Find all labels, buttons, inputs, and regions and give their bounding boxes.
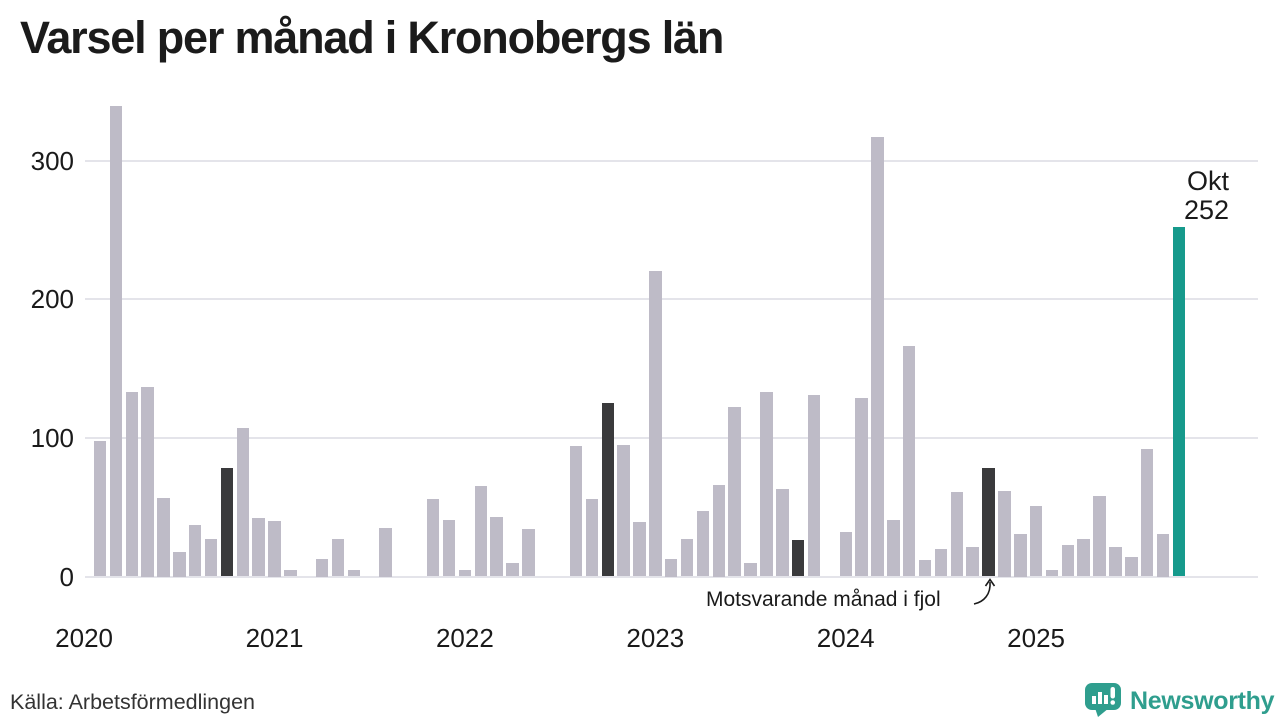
bar-2020-03 — [109, 106, 123, 577]
newsworthy-logo: Newsworthy — [1084, 682, 1275, 718]
bar-2025-08 — [1140, 448, 1154, 577]
bar-2024-09 — [966, 547, 979, 577]
bar-2024-12 — [1014, 533, 1027, 577]
bar-2020-07 — [173, 551, 186, 577]
bar-2020-06 — [157, 497, 170, 577]
gridline-200 — [85, 298, 1258, 301]
bar-2024-10 — [982, 468, 995, 577]
bar-2021-12 — [442, 519, 456, 577]
bar-2025-07 — [1125, 557, 1138, 577]
bar-2021-02 — [284, 569, 297, 577]
y-axis-label-300: 300 — [30, 145, 74, 176]
y-axis-label-100: 100 — [30, 422, 74, 453]
bar-2023-11 — [807, 394, 821, 577]
bar-2023-07 — [744, 562, 757, 577]
bar-2022-03 — [490, 516, 503, 577]
bar-2024-11 — [998, 490, 1011, 577]
bar-2020-12 — [252, 518, 265, 577]
x-axis-label-2023: 2023 — [626, 623, 685, 653]
bar-2024-05 — [902, 346, 916, 577]
bar-2025-02 — [1045, 569, 1059, 577]
x-axis-label-2025: 2025 — [1007, 623, 1066, 653]
bar-2023-05 — [712, 485, 725, 577]
newsworthy-speech-bubble-chart-icon — [1085, 683, 1121, 717]
current-value-label: 252 — [1183, 195, 1229, 225]
page-title: Varsel per månad i Kronobergs län — [20, 12, 724, 63]
current-month-label: Okt — [1186, 166, 1229, 196]
bar-2025-06 — [1109, 547, 1122, 577]
bar-2023-09 — [776, 489, 789, 577]
bar-2024-04 — [887, 519, 900, 577]
bar-2023-03 — [680, 539, 694, 577]
bar-2022-12 — [633, 522, 646, 577]
bar-2022-10 — [601, 403, 614, 577]
bar-2020-05 — [141, 386, 154, 577]
bar-2022-01 — [458, 569, 472, 577]
bar-2020-10 — [220, 468, 234, 577]
bar-2025-04 — [1077, 539, 1090, 577]
bar-2020-02 — [93, 440, 107, 577]
bar-2025-01 — [1029, 505, 1043, 577]
bar-2025-03 — [1061, 544, 1075, 577]
current-value-callout: Okt 252 — [1109, 167, 1229, 225]
bar-2024-01 — [839, 532, 852, 577]
bar-2022-05 — [522, 529, 535, 577]
bar-2024-08 — [950, 491, 963, 577]
bar-2021-08 — [379, 528, 392, 577]
y-axis-label-200: 200 — [30, 284, 74, 315]
bar-2021-06 — [347, 569, 361, 577]
x-axis-label-2024: 2024 — [816, 623, 875, 653]
bar-2023-01 — [649, 271, 662, 577]
gridline-300 — [85, 159, 1258, 162]
bar-2022-08 — [569, 446, 583, 577]
bar-2025-09 — [1156, 533, 1170, 577]
bar-2022-04 — [506, 562, 519, 577]
bar-2020-11 — [236, 428, 249, 577]
bar-2023-04 — [696, 511, 710, 577]
bar-2021-11 — [426, 498, 440, 577]
source-caption: Källa: Arbetsförmedlingen — [10, 690, 256, 714]
bar-2025-05 — [1093, 496, 1106, 577]
gridline-100 — [85, 436, 1258, 439]
x-axis-label-2020: 2020 — [55, 623, 114, 653]
last-year-annotation: Motsvarande månad i fjol — [706, 588, 941, 611]
x-axis-label-2022: 2022 — [435, 623, 494, 653]
bar-2024-06 — [918, 559, 932, 577]
annotation-arrow-icon — [973, 578, 996, 605]
bar-2020-09 — [204, 539, 218, 577]
bar-2022-09 — [585, 498, 599, 577]
bar-2023-08 — [760, 392, 773, 577]
gridline-0 — [85, 575, 1258, 578]
x-axis-label-2021: 2021 — [245, 623, 304, 653]
bar-2023-10 — [791, 540, 805, 577]
bar-2021-04 — [315, 558, 329, 577]
bar-2023-06 — [728, 407, 741, 577]
bar-2024-07 — [934, 548, 948, 577]
bar-2020-08 — [188, 525, 202, 577]
bar-2021-01 — [268, 521, 281, 577]
bar-2022-11 — [617, 444, 630, 577]
bar-2021-05 — [331, 539, 345, 577]
bar-2025-10 — [1172, 227, 1186, 577]
bar-2024-02 — [855, 397, 868, 577]
bar-2023-02 — [664, 558, 678, 577]
bar-2024-03 — [871, 136, 884, 577]
bar-2022-02 — [474, 486, 487, 577]
bar-2020-04 — [125, 392, 138, 577]
newsworthy-logo-text: Newsworthy — [1130, 686, 1275, 715]
y-axis-label-0: 0 — [59, 561, 74, 592]
